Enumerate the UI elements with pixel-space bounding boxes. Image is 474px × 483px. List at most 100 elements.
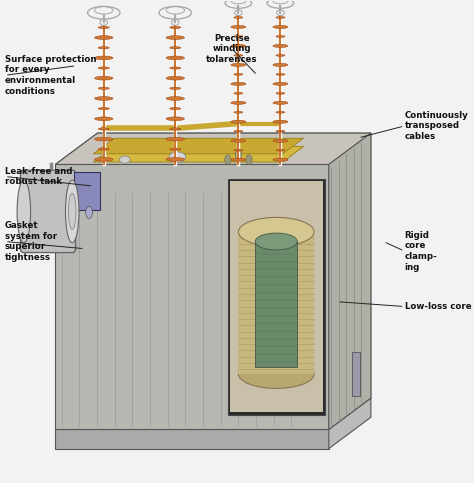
Ellipse shape xyxy=(234,112,243,113)
Ellipse shape xyxy=(255,233,297,250)
Ellipse shape xyxy=(231,82,246,85)
Ellipse shape xyxy=(273,26,288,28)
Ellipse shape xyxy=(170,27,181,28)
Ellipse shape xyxy=(231,26,246,28)
Ellipse shape xyxy=(170,128,181,130)
Ellipse shape xyxy=(276,36,285,37)
Ellipse shape xyxy=(231,63,246,66)
Ellipse shape xyxy=(276,92,285,94)
Ellipse shape xyxy=(238,359,314,388)
Text: Low-loss core: Low-loss core xyxy=(404,302,471,311)
Ellipse shape xyxy=(166,157,184,161)
Ellipse shape xyxy=(94,56,113,60)
Ellipse shape xyxy=(234,149,243,151)
Ellipse shape xyxy=(166,76,184,80)
Ellipse shape xyxy=(273,139,288,142)
Ellipse shape xyxy=(235,150,242,159)
Ellipse shape xyxy=(276,55,285,57)
Ellipse shape xyxy=(234,16,243,18)
Ellipse shape xyxy=(166,56,184,60)
Ellipse shape xyxy=(273,44,288,47)
Polygon shape xyxy=(93,146,303,162)
Ellipse shape xyxy=(276,149,285,151)
Ellipse shape xyxy=(234,92,243,94)
Ellipse shape xyxy=(94,97,113,100)
Polygon shape xyxy=(329,398,371,449)
Polygon shape xyxy=(55,429,329,449)
Ellipse shape xyxy=(170,67,181,69)
Polygon shape xyxy=(228,179,325,415)
Ellipse shape xyxy=(238,217,314,246)
Ellipse shape xyxy=(231,44,246,47)
Ellipse shape xyxy=(170,47,181,49)
Ellipse shape xyxy=(231,120,246,123)
Text: Surface protection
for every
environmental
conditions: Surface protection for every environment… xyxy=(5,55,96,96)
Polygon shape xyxy=(55,398,371,429)
Ellipse shape xyxy=(170,148,181,150)
Ellipse shape xyxy=(94,157,113,161)
Ellipse shape xyxy=(65,180,79,242)
Polygon shape xyxy=(238,232,314,374)
Ellipse shape xyxy=(100,19,108,25)
Ellipse shape xyxy=(17,180,30,242)
Polygon shape xyxy=(55,133,371,164)
Ellipse shape xyxy=(170,108,181,110)
Text: Leak-free and
robust tank: Leak-free and robust tank xyxy=(5,167,72,186)
Polygon shape xyxy=(230,181,322,412)
Text: Gasket
system for
superior
tightness: Gasket system for superior tightness xyxy=(5,221,57,262)
Ellipse shape xyxy=(246,155,252,164)
Ellipse shape xyxy=(169,152,186,162)
Ellipse shape xyxy=(166,117,184,121)
Ellipse shape xyxy=(94,36,113,40)
Ellipse shape xyxy=(98,108,109,110)
Text: Continuously
transposed
cables: Continuously transposed cables xyxy=(404,111,468,141)
Ellipse shape xyxy=(98,128,109,130)
Ellipse shape xyxy=(234,55,243,57)
Ellipse shape xyxy=(235,10,242,15)
Ellipse shape xyxy=(234,73,243,75)
Ellipse shape xyxy=(273,63,288,66)
Ellipse shape xyxy=(166,137,184,141)
Ellipse shape xyxy=(234,36,243,37)
Ellipse shape xyxy=(231,158,246,161)
Ellipse shape xyxy=(98,47,109,49)
Ellipse shape xyxy=(273,82,288,85)
Ellipse shape xyxy=(276,130,285,132)
Ellipse shape xyxy=(234,130,243,132)
Ellipse shape xyxy=(276,73,285,75)
Ellipse shape xyxy=(94,137,113,141)
Polygon shape xyxy=(329,133,371,429)
Ellipse shape xyxy=(273,158,288,161)
Ellipse shape xyxy=(276,112,285,113)
Ellipse shape xyxy=(94,117,113,121)
Ellipse shape xyxy=(277,10,284,15)
Ellipse shape xyxy=(166,97,184,100)
Ellipse shape xyxy=(68,193,76,229)
Ellipse shape xyxy=(98,148,109,150)
Ellipse shape xyxy=(170,87,181,89)
Ellipse shape xyxy=(119,156,130,163)
Ellipse shape xyxy=(94,76,113,80)
Ellipse shape xyxy=(172,19,179,25)
Ellipse shape xyxy=(98,67,109,69)
Text: Precise
winding
tolarences: Precise winding tolarences xyxy=(206,34,258,64)
Ellipse shape xyxy=(231,139,246,142)
Polygon shape xyxy=(255,242,297,367)
Ellipse shape xyxy=(273,120,288,123)
Ellipse shape xyxy=(276,16,285,18)
Polygon shape xyxy=(55,164,329,429)
Text: Rigid
core
clamp-
ing: Rigid core clamp- ing xyxy=(404,230,438,272)
Ellipse shape xyxy=(225,155,231,164)
FancyBboxPatch shape xyxy=(20,170,75,253)
Ellipse shape xyxy=(231,101,246,104)
Polygon shape xyxy=(55,133,371,164)
Ellipse shape xyxy=(86,207,92,219)
Polygon shape xyxy=(93,138,303,154)
FancyBboxPatch shape xyxy=(74,171,100,210)
Ellipse shape xyxy=(166,36,184,40)
FancyBboxPatch shape xyxy=(352,352,360,396)
Ellipse shape xyxy=(98,27,109,28)
Polygon shape xyxy=(329,133,371,429)
Ellipse shape xyxy=(273,101,288,104)
Ellipse shape xyxy=(98,87,109,89)
